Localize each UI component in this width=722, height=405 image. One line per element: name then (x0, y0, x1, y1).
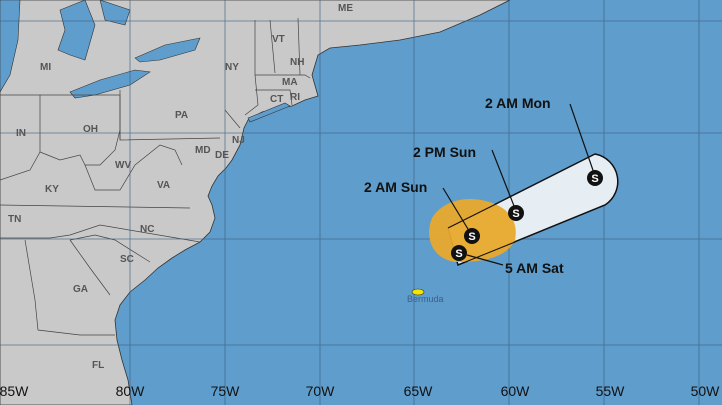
state-label-ri: RI (290, 92, 300, 103)
forecast-point: S (451, 245, 467, 261)
forecast-label-2am-sun: 2 AM Sun (364, 179, 427, 195)
forecast-label-2pm-sun: 2 PM Sun (413, 144, 476, 160)
storm-symbol-icon (587, 170, 603, 186)
longitude-label: 85W (0, 383, 29, 399)
state-label-va: VA (157, 180, 170, 191)
cone-outline (447, 202, 516, 266)
longitude-label: 70W (306, 383, 336, 399)
forecast-point: S (587, 170, 603, 186)
longitude-labels: 85W 80W 75W 70W 65W 60W 55W 50W (0, 383, 720, 399)
storm-symbol-icon (464, 228, 480, 244)
forecast-point: S (464, 228, 480, 244)
storm-symbol-letter: S (455, 248, 462, 260)
longitude-label: 80W (116, 383, 146, 399)
forecast-label-2am-mon: 2 AM Mon (485, 95, 551, 111)
longitude-label: 60W (501, 383, 531, 399)
state-label-me: ME (338, 3, 353, 14)
state-label-nj: NJ (232, 135, 245, 146)
state-label-md: MD (195, 145, 211, 156)
bermuda-island (411, 288, 425, 296)
state-borders (0, 17, 311, 336)
state-labels: MI NY VT NH ME MA CT RI PA NJ MD DE IN OH WV VA KY TN NC SC… (8, 3, 353, 371)
land-us-east (0, 0, 511, 405)
storm-symbol-letter: S (512, 208, 519, 220)
state-label-in: IN (16, 128, 26, 139)
state-label-ma: MA (282, 77, 298, 88)
longitude-label: 50W (691, 383, 721, 399)
state-label-tn: TN (8, 214, 21, 225)
bermuda-label: Bermuda (407, 294, 444, 304)
forecast-point: S (508, 205, 524, 221)
longitude-label: 75W (211, 383, 241, 399)
state-label-de: DE (215, 150, 229, 161)
state-label-pa: PA (175, 110, 188, 121)
forecast-label-5am-sat: 5 AM Sat (505, 260, 564, 276)
state-label-ky: KY (45, 184, 59, 195)
state-label-ga: GA (73, 284, 88, 295)
storm-symbol-letter: S (591, 173, 598, 185)
storm-symbol-icon (451, 245, 467, 261)
state-label-sc: SC (120, 254, 134, 265)
state-label-mi: MI (40, 62, 51, 73)
state-label-vt: VT (272, 34, 285, 45)
state-label-oh: OH (83, 124, 98, 135)
state-label-fl: FL (92, 360, 104, 371)
state-label-wv: WV (115, 160, 131, 171)
storm-symbol-icon (508, 205, 524, 221)
state-label-nh: NH (290, 57, 304, 68)
storm-symbol-letter: S (468, 231, 475, 243)
longitude-label: 55W (596, 383, 626, 399)
great-lakes (0, 0, 291, 123)
state-label-ny: NY (225, 62, 239, 73)
longitude-label: 65W (404, 383, 434, 399)
state-label-ct: CT (270, 94, 283, 105)
state-label-nc: NC (140, 224, 154, 235)
leader-lines (442, 103, 596, 266)
